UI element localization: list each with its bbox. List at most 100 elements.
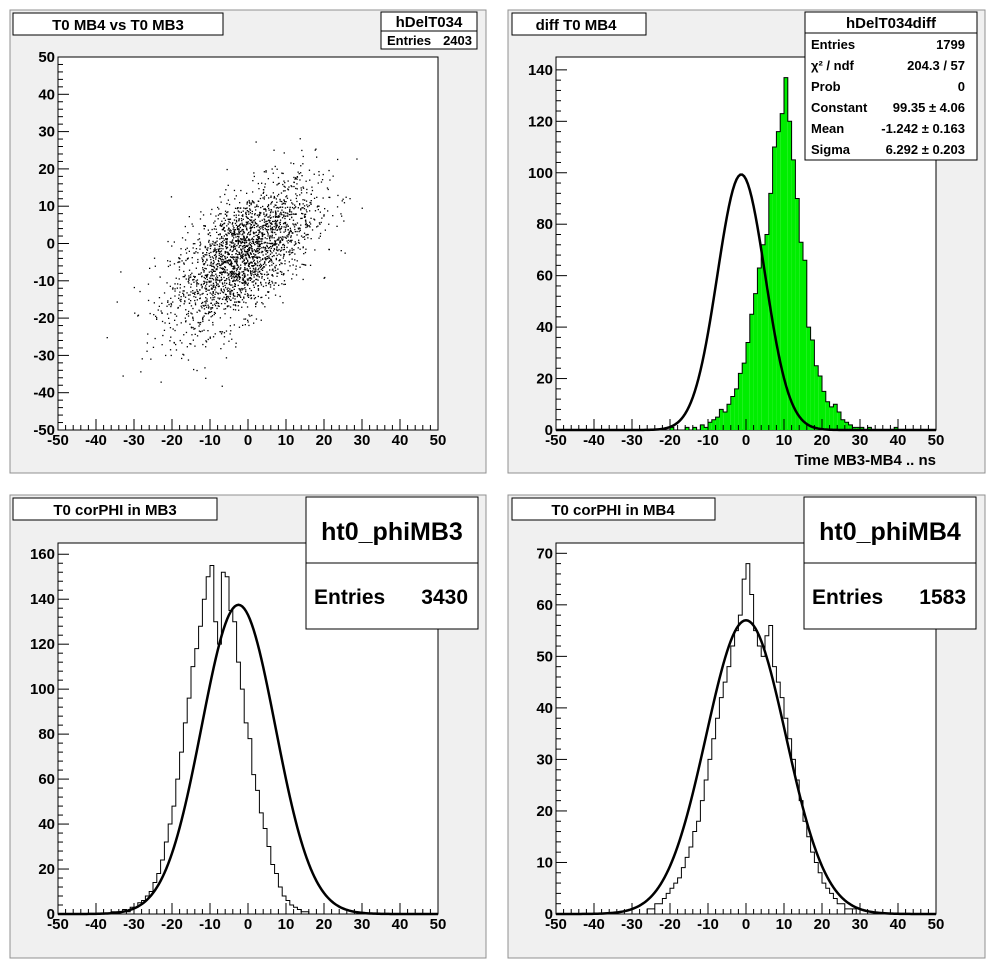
scatter-point (220, 213, 222, 215)
scatter-points (106, 138, 363, 387)
scatter-point (260, 232, 263, 234)
scatter-point (257, 247, 259, 250)
scatter-point (247, 251, 249, 253)
scatter-point (205, 288, 207, 290)
x-tick-label: 0 (742, 432, 750, 449)
scatter-point (283, 244, 286, 247)
scatter-point (253, 268, 255, 270)
scatter-point (241, 255, 243, 257)
scatter-point (174, 329, 176, 332)
histogram-bin (708, 422, 712, 430)
scatter-point (295, 224, 297, 226)
scatter-point (223, 259, 225, 261)
scatter-point (232, 222, 234, 224)
scatter-point (207, 289, 209, 291)
scatter-point (262, 224, 265, 227)
scatter-point (217, 218, 219, 220)
scatter-point (183, 276, 186, 278)
scatter-point (193, 295, 195, 298)
scatter-point (238, 275, 241, 278)
pad-scatter: -50 -40 -30 -20 -10 0 10 20 30 40 50-50-40-30-20-1… (9, 9, 487, 474)
y-tick-label: 80 (536, 216, 553, 233)
scatter-point (232, 268, 234, 270)
scatter-point (300, 172, 302, 174)
scatter-point (290, 230, 292, 233)
scatter-point (160, 310, 162, 312)
scatter-point (287, 215, 289, 217)
scatter-point (265, 284, 267, 287)
scatter-point (186, 313, 188, 316)
scatter-point (211, 293, 213, 295)
scatter-point (246, 306, 249, 308)
scatter-point (302, 163, 304, 165)
scatter-point (310, 193, 312, 195)
scatter-point (188, 277, 190, 279)
scatter-point (231, 277, 233, 279)
scatter-point (234, 232, 236, 234)
stats-box: ht0_phiMB3 Entries 3430 (305, 496, 479, 630)
scatter-point (274, 231, 276, 234)
scatter-point (240, 189, 242, 192)
scatter-point (276, 225, 278, 227)
scatter-point (252, 265, 254, 267)
scatter-point (229, 288, 231, 290)
scatter-point (223, 308, 225, 310)
axes: -50 -40 -30 -20 -10 0 10 20 30 40 5002040608010012… (528, 62, 944, 449)
scatter-point (204, 246, 207, 248)
scatter-point (208, 311, 210, 313)
scatter-point (249, 279, 251, 281)
scatter-point (239, 272, 241, 274)
scatter-point (276, 223, 278, 225)
scatter-point (231, 232, 233, 234)
scatter-point (245, 258, 247, 260)
scatter-point (292, 223, 294, 225)
scatter-point (311, 189, 314, 192)
histogram-bin (784, 77, 788, 430)
scatter-point (258, 237, 260, 239)
scatter-point (290, 213, 292, 216)
scatter-point (158, 297, 161, 299)
scatter-point (221, 260, 223, 262)
scatter-point (252, 241, 255, 243)
scatter-point (281, 271, 283, 273)
scatter-point (252, 271, 254, 273)
scatter-point (257, 250, 259, 252)
scatter-point (234, 276, 236, 279)
scatter-point (224, 230, 226, 232)
scatter-point (250, 253, 252, 255)
scatter-point (341, 200, 343, 202)
scatter-point (213, 270, 215, 272)
scatter-point (268, 219, 270, 221)
scatter-point (314, 149, 316, 151)
scatter-point (235, 279, 238, 281)
scatter-point (216, 268, 218, 270)
scatter-point (229, 260, 231, 262)
scatter-point (231, 290, 234, 292)
scatter-point (265, 214, 268, 217)
scatter-point (238, 326, 241, 328)
scatter-point (304, 216, 306, 218)
scatter-point (244, 254, 246, 257)
scatter-point (172, 288, 174, 290)
scatter-point (209, 245, 212, 247)
scatter-point (262, 226, 264, 228)
scatter-point (244, 250, 246, 253)
scatter-point (262, 251, 264, 253)
scatter-point (192, 339, 194, 341)
scatter-point (294, 243, 297, 245)
scatter-point (153, 314, 155, 316)
scatter-point (214, 270, 216, 272)
scatter-point (251, 251, 253, 253)
scatter-point (197, 258, 199, 261)
y-tick-label: 140 (528, 62, 553, 79)
scatter-point (287, 269, 289, 272)
scatter-point (234, 267, 236, 270)
scatter-point (255, 141, 257, 143)
scatter-point (209, 264, 211, 267)
scatter-point (221, 291, 224, 293)
scatter-point (226, 225, 228, 227)
scatter-point (189, 323, 191, 325)
scatter-point (270, 231, 273, 233)
scatter-point (203, 228, 205, 230)
scatter-point (336, 225, 338, 227)
